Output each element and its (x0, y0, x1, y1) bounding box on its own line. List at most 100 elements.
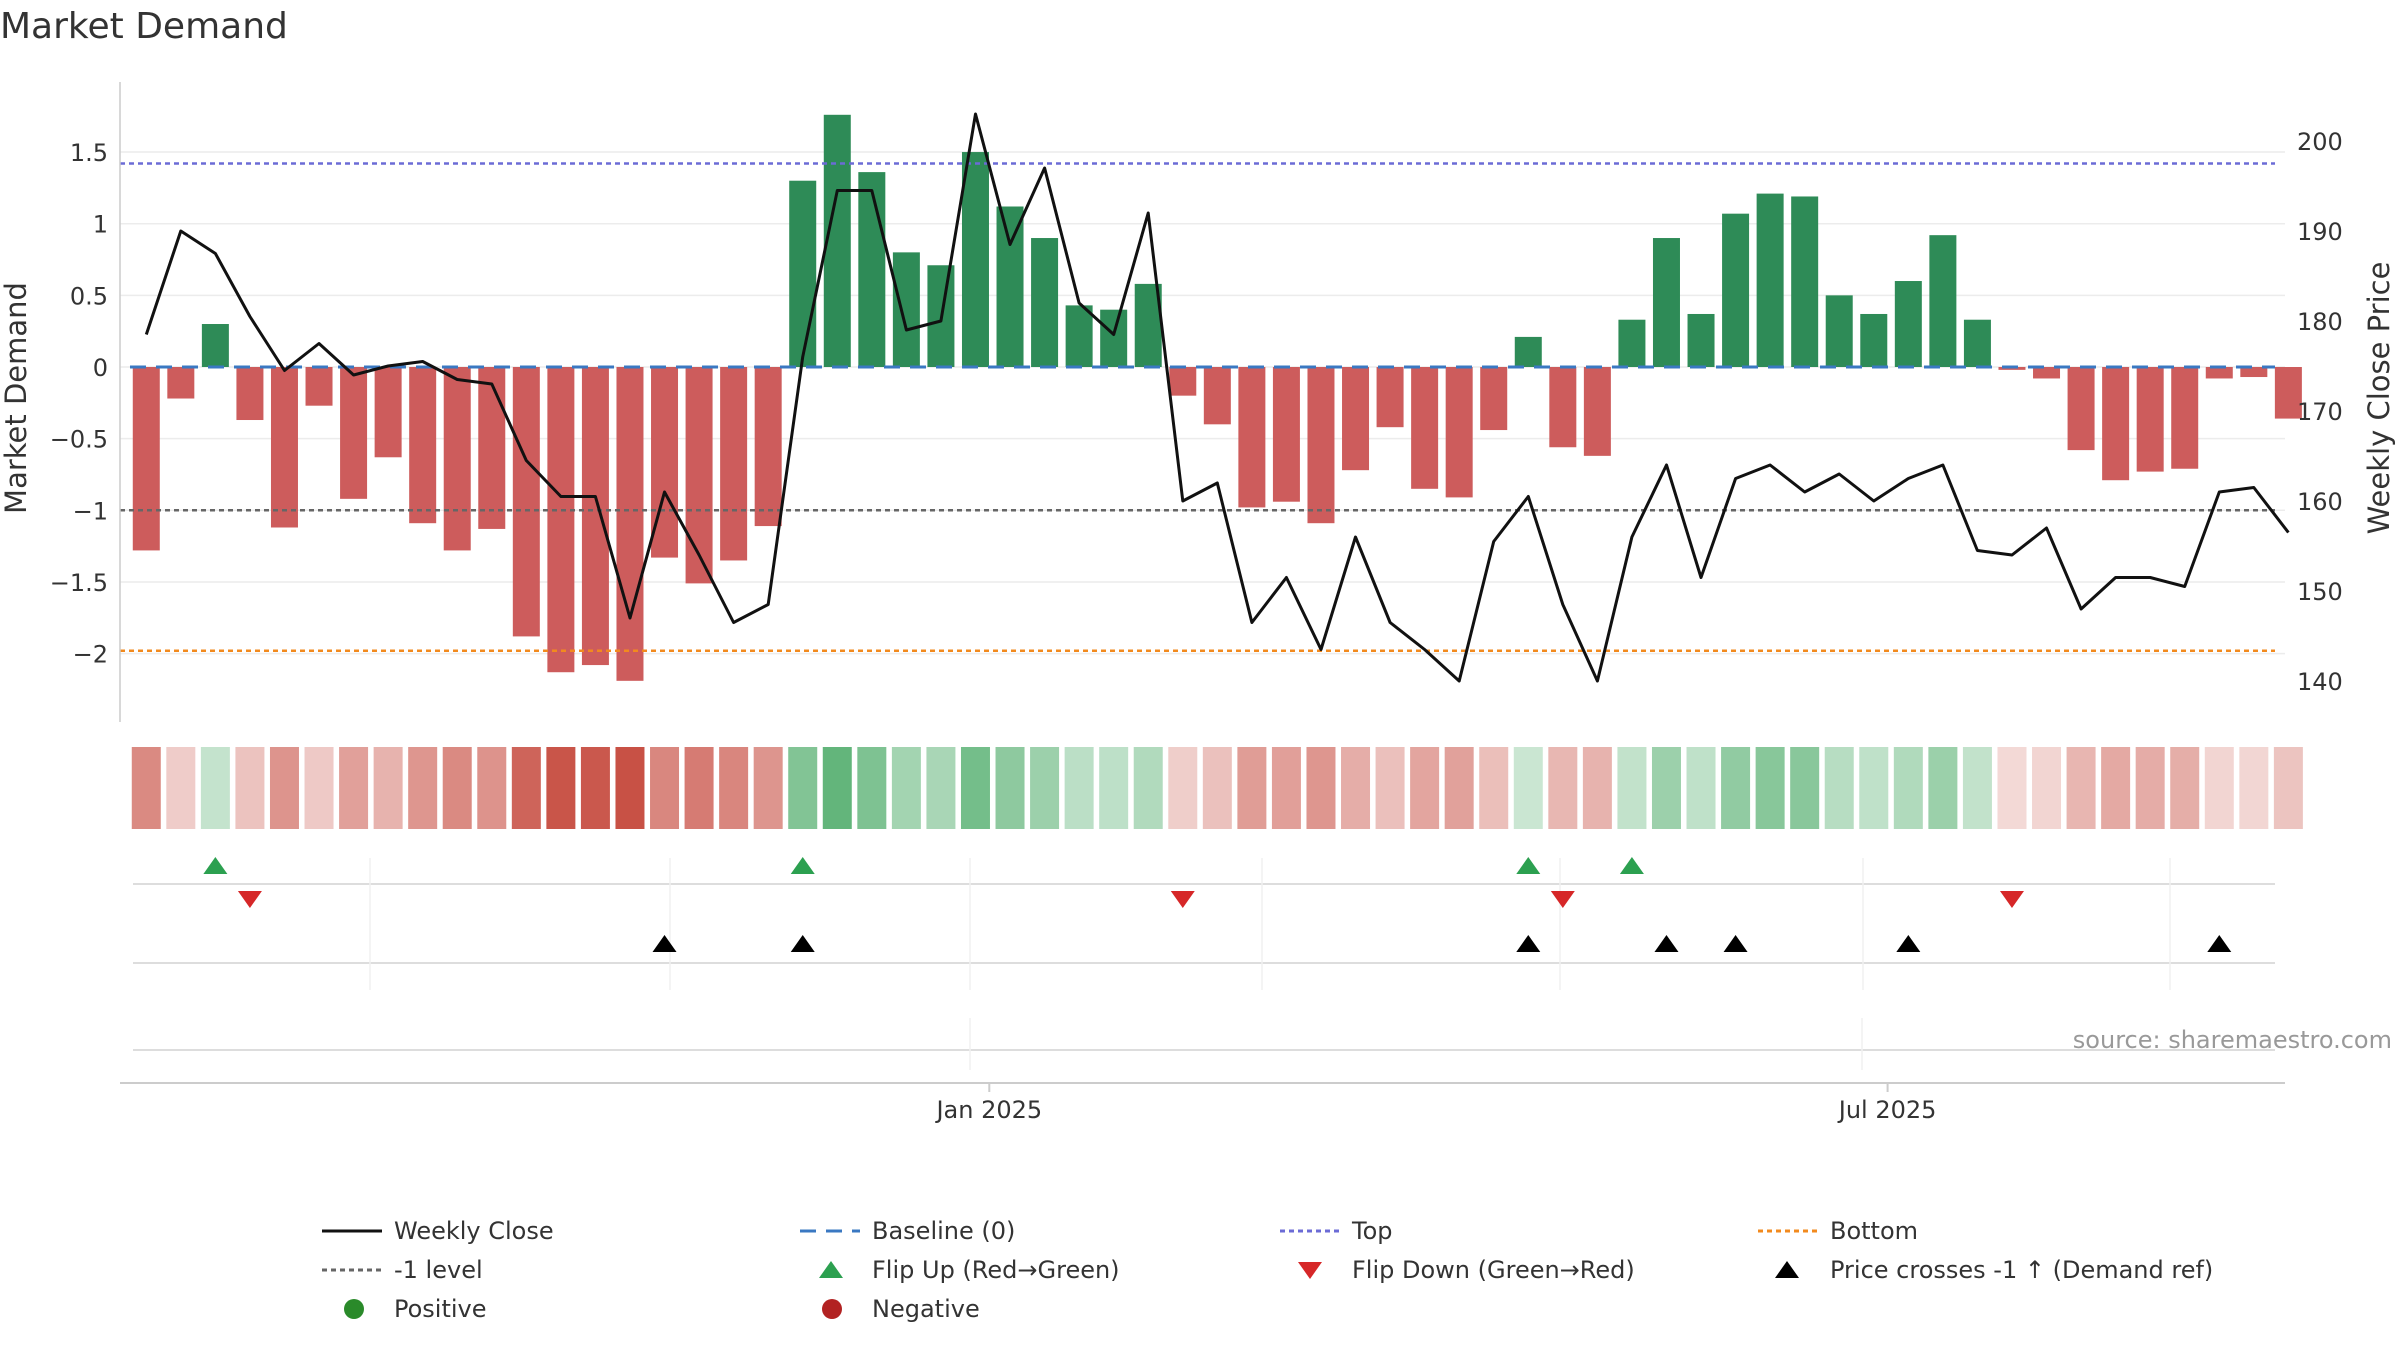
axes: 1.5 1 0.5 0 −0.5 −1 −1.5 −2 200 190 180 170 160 150 14… (0, 82, 2396, 722)
legend-positive-swatch (344, 1299, 364, 1319)
demand-bar (270, 367, 298, 528)
legend-label: Baseline (0) (872, 1217, 1015, 1245)
heat-cell (580, 747, 610, 829)
y-tick-label: −0.5 (50, 426, 108, 454)
demand-bar (2171, 367, 2199, 469)
demand-bar (581, 367, 609, 666)
heat-cell (1237, 747, 1267, 829)
demand-bar (409, 367, 437, 524)
legend-label: Price crosses -1 ↑ (Demand ref) (1830, 1256, 2213, 1284)
event-markers (133, 857, 2275, 1070)
demand-bar (858, 172, 886, 367)
heat-cell (2135, 747, 2165, 829)
y-tick-label: −1.5 (50, 569, 108, 597)
legend-negative-swatch (822, 1299, 842, 1319)
flip-down-marker (237, 891, 262, 908)
heat-cell (1099, 747, 1129, 829)
heat-cell (2204, 747, 2234, 829)
demand-bar (1583, 367, 1611, 456)
heat-cell (1997, 747, 2027, 829)
demand-bar (1203, 367, 1231, 425)
demand-bar (443, 367, 471, 551)
y-tick-label: 0.5 (70, 282, 108, 310)
heat-cell (788, 747, 818, 829)
heat-cell (477, 747, 507, 829)
y2-tick-label: 180 (2297, 308, 2343, 336)
heat-cell (615, 747, 645, 829)
demand-bar (1169, 367, 1197, 396)
demand-bar (1376, 367, 1404, 428)
heat-cell (684, 747, 714, 829)
heat-cell (442, 747, 472, 829)
legend-label: Positive (394, 1295, 487, 1323)
demand-bar (1894, 281, 1922, 367)
weekly-close-line (144, 112, 2290, 683)
legend-label: Flip Up (Red→Green) (872, 1256, 1120, 1284)
heat-cell (1341, 747, 1371, 829)
heat-cell (2032, 747, 2062, 829)
heat-cell (1479, 747, 1509, 829)
demand-bar (1514, 336, 1542, 367)
flip-up-marker (1516, 857, 1541, 874)
legend-flip-up-swatch (819, 1261, 843, 1278)
y2-tick-label: 140 (2297, 668, 2343, 696)
heat-cell (2101, 747, 2131, 829)
demand-bar (2136, 367, 2164, 472)
legend-flip-down-swatch (1298, 1262, 1322, 1279)
legend-label: -1 level (394, 1256, 483, 1284)
legend-label: Bottom (1830, 1217, 1918, 1245)
reference-lines (120, 162, 2275, 652)
legend-price-cross-swatch (1775, 1261, 1799, 1278)
heat-cell (2239, 747, 2269, 829)
flip-down-marker (1550, 891, 1575, 908)
demand-bar (1791, 196, 1819, 367)
price-cross-marker (790, 935, 815, 952)
heat-cell (1168, 747, 1198, 829)
demand-bar (1825, 295, 1853, 367)
demand-bar (340, 367, 368, 499)
demand-bar (1652, 238, 1680, 367)
heat-cell (2170, 747, 2200, 829)
chart-title: Market Demand (0, 6, 288, 47)
price-cross-marker (1516, 935, 1541, 952)
y-tick-label: −1 (73, 497, 108, 525)
heat-cell (131, 747, 161, 829)
demand-bar (1307, 367, 1335, 524)
demand-bar (1756, 193, 1784, 367)
heat-cell (1548, 747, 1578, 829)
heat-cell (200, 747, 230, 829)
demand-bar (2274, 367, 2302, 419)
demand-bar (685, 367, 713, 584)
legend-label: Negative (872, 1295, 980, 1323)
y-axis-label: Market Demand (0, 282, 33, 514)
heat-cell (753, 747, 783, 829)
demand-bar (236, 367, 264, 421)
y2-axis-label: Weekly Close Price (2362, 262, 2396, 535)
heat-cell (1859, 747, 1889, 829)
demand-bar (201, 324, 229, 367)
flip-up-marker (790, 857, 815, 874)
heat-cell (269, 747, 299, 829)
x-axis: Jan 2025 Jul 2025 (120, 1082, 2285, 1124)
heat-cell (2066, 747, 2096, 829)
heat-cell (1651, 747, 1681, 829)
heat-cell (719, 747, 749, 829)
flip-down-marker (1170, 891, 1195, 908)
y-tick-label: 0 (93, 354, 108, 382)
demand-bar (961, 152, 989, 367)
y2-tick-label: 170 (2297, 398, 2343, 426)
demand-bar (2205, 367, 2233, 379)
heat-cell (1790, 747, 1820, 829)
demand-bar (1480, 367, 1508, 431)
demand-bar (132, 367, 160, 551)
heat-cell (1962, 747, 1992, 829)
demand-bar (2033, 367, 2061, 379)
demand-bar (1618, 319, 1646, 367)
flip-up-marker (203, 857, 228, 874)
heat-cell (857, 747, 887, 829)
demand-bar (720, 367, 748, 561)
weekly-close-line (144, 112, 2290, 683)
heat-cell (1271, 747, 1301, 829)
